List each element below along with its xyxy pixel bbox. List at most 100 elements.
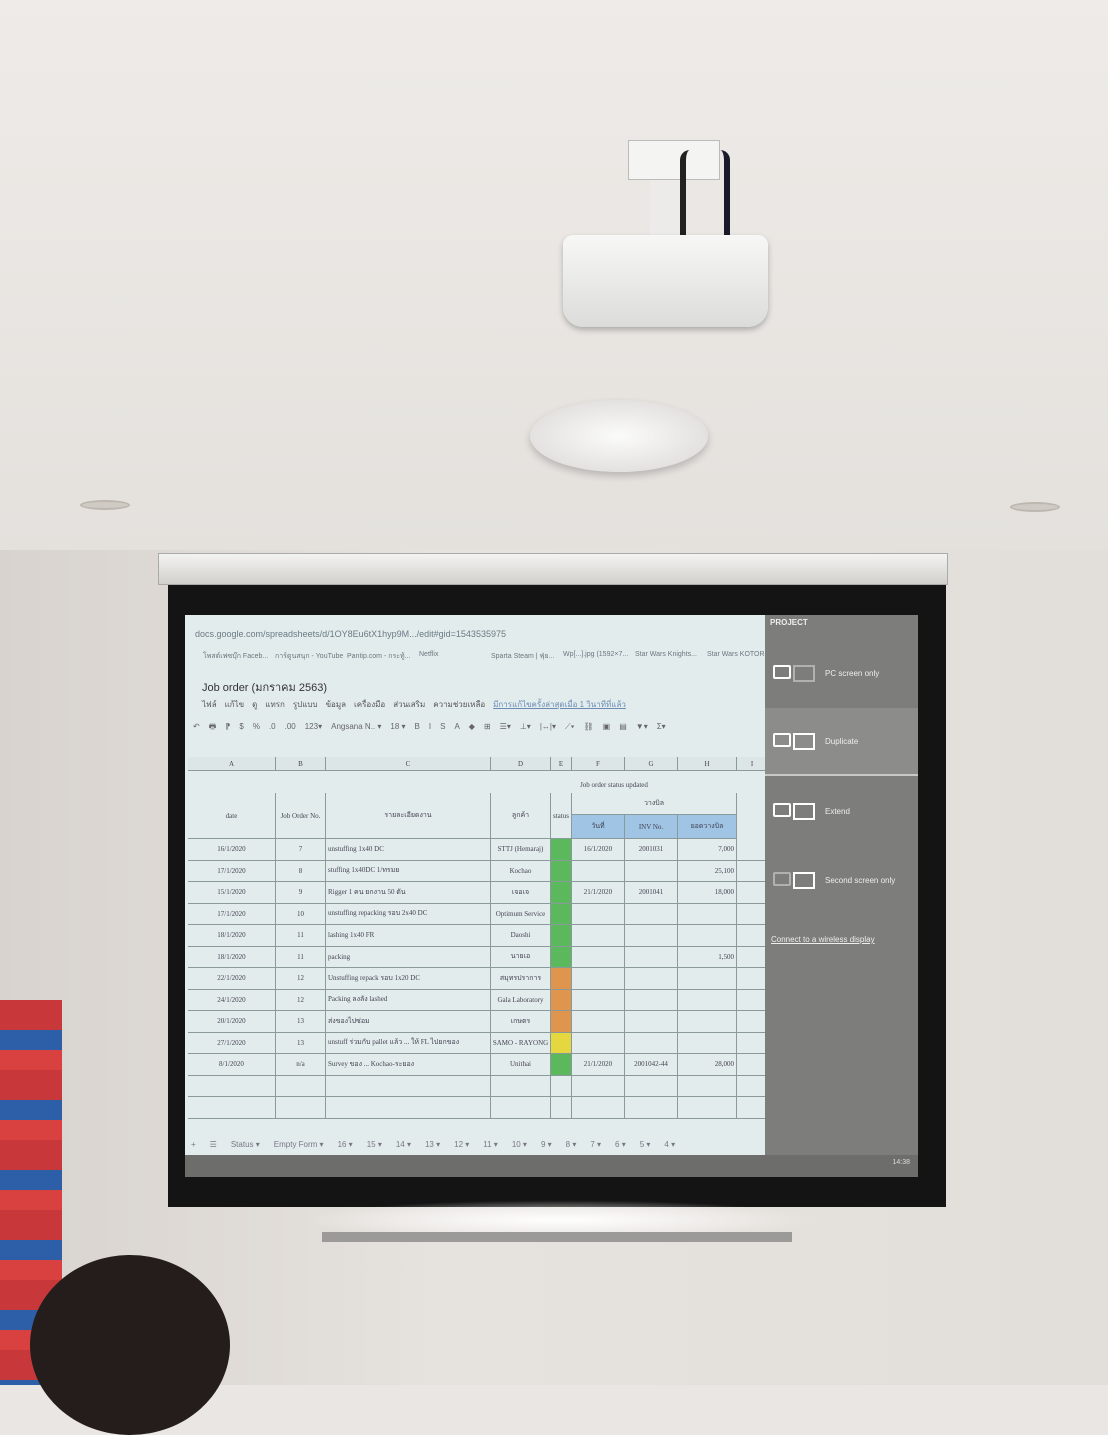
cell-inv[interactable]: 2001042-44	[625, 1054, 678, 1076]
toolbar-button[interactable]: ▼▾	[635, 722, 648, 731]
cell-date[interactable]: 17/1/2020	[188, 903, 276, 925]
toolbar-button[interactable]: ⁋	[225, 722, 231, 731]
cell-customer[interactable]: Daoshi	[491, 925, 551, 947]
toolbar-button[interactable]: ↶	[193, 722, 200, 731]
cell-desc[interactable]: ส่งของไปซ่อม	[326, 1011, 491, 1033]
cell-customer[interactable]: STTJ (Hemaraj)	[491, 839, 551, 861]
cell-bill_date[interactable]	[572, 925, 625, 947]
sheet-tab[interactable]: 14 ▾	[395, 1140, 411, 1149]
toolbar-button[interactable]: Σ▾	[656, 722, 666, 731]
status-cell[interactable]	[551, 989, 572, 1011]
cell-empty[interactable]	[737, 1075, 768, 1097]
sheet-tab[interactable]: 12 ▾	[454, 1140, 470, 1149]
cell-empty[interactable]	[737, 1032, 768, 1054]
status-cell[interactable]	[551, 925, 572, 947]
cell-empty[interactable]	[737, 839, 768, 861]
cell-empty[interactable]	[737, 903, 768, 925]
menu-item[interactable]: ไฟล์	[202, 700, 217, 709]
cell-empty[interactable]	[572, 1075, 625, 1097]
toolbar-button[interactable]: ⊥▾	[519, 722, 531, 731]
cell-amount[interactable]	[678, 925, 737, 947]
document-title[interactable]: Job order (มกราคม 2563)	[202, 682, 327, 694]
cell-date[interactable]: 18/1/2020	[188, 925, 276, 947]
cell-bill_date[interactable]: 21/1/2020	[572, 882, 625, 904]
cell-empty[interactable]	[625, 1097, 678, 1119]
cell-bill_date[interactable]	[572, 903, 625, 925]
cell-inv[interactable]	[625, 925, 678, 947]
status-cell[interactable]	[551, 860, 572, 882]
sheet-tab[interactable]: 8 ▾	[565, 1140, 577, 1149]
bookmark[interactable]: Netflix	[419, 651, 439, 658]
sheet-tab[interactable]: 15 ▾	[366, 1140, 382, 1149]
bookmark[interactable]: Pantip.com - กระทู้...	[347, 653, 411, 660]
cell-empty[interactable]	[491, 1075, 551, 1097]
cell-job[interactable]: 9	[276, 882, 326, 904]
cell-job[interactable]: 8	[276, 860, 326, 882]
cell-empty[interactable]	[551, 1097, 572, 1119]
cell-customer[interactable]: Kochao	[491, 860, 551, 882]
cell-amount[interactable]	[678, 1011, 737, 1033]
toolbar-button[interactable]: 🖶	[208, 722, 217, 731]
sheet-tab[interactable]: 13 ▾	[424, 1140, 441, 1149]
cell-desc[interactable]: Unstuffing repack รอบ 1x20 DC	[326, 968, 491, 990]
status-cell[interactable]	[551, 1032, 572, 1054]
menu-item[interactable]: รูปแบบ	[292, 700, 318, 709]
sheet-tab[interactable]: Status ▾	[230, 1140, 260, 1149]
cell-desc[interactable]: Survey ของ ... Kochao-ระยอง	[326, 1054, 491, 1076]
cell-date[interactable]: 8/1/2020	[188, 1054, 276, 1076]
cell-empty[interactable]	[326, 1075, 491, 1097]
column-letter[interactable]: E	[551, 757, 572, 771]
toolbar-button[interactable]: ▣	[602, 722, 611, 731]
project-option[interactable]: Duplicate	[765, 708, 918, 776]
menu-item[interactable]: ข้อมูล	[325, 700, 347, 709]
sheet-tab[interactable]: 7 ▾	[590, 1140, 602, 1149]
cell-amount[interactable]	[678, 1032, 737, 1054]
cell-inv[interactable]	[625, 860, 678, 882]
column-letter[interactable]: C	[326, 757, 491, 771]
toolbar-button[interactable]: $	[239, 722, 244, 731]
sheet-tab[interactable]: +	[191, 1140, 196, 1149]
column-letter[interactable]: I	[737, 757, 768, 771]
sheet-tab[interactable]: Empty Form ▾	[273, 1140, 324, 1149]
menu-item[interactable]: แก้ไข	[224, 700, 245, 709]
cell-amount[interactable]: 18,000	[678, 882, 737, 904]
cell-desc[interactable]: stuffing 1x40DC 1/ทรมย	[326, 860, 491, 882]
cell-job[interactable]: 11	[276, 946, 326, 968]
cell-desc[interactable]: packing	[326, 946, 491, 968]
toolbar-button[interactable]: ⟋▾	[564, 722, 575, 731]
cell-desc[interactable]: unstuff ร่วมกับ pallet แล้ว ... ให้ FL ไ…	[326, 1032, 491, 1054]
sheet-tab[interactable]: ☰	[209, 1140, 217, 1149]
cell-customer[interactable]: สมุทรปราการ	[491, 968, 551, 990]
cell-date[interactable]: 18/1/2020	[188, 946, 276, 968]
cell-inv[interactable]	[625, 968, 678, 990]
cell-inv[interactable]	[625, 1011, 678, 1033]
bookmark[interactable]: การ์ตูนสนุก - YouTube	[275, 653, 344, 660]
cell-bill_date[interactable]	[572, 968, 625, 990]
menu-item[interactable]: ความช่วยเหลือ	[433, 700, 486, 709]
toolbar-button[interactable]: ☰▾	[499, 722, 511, 731]
toolbar-button[interactable]: A	[454, 722, 460, 731]
cell-desc[interactable]: unstuffing 1x40 DC	[326, 839, 491, 861]
cell-empty[interactable]	[737, 882, 768, 904]
cell-empty[interactable]	[276, 1075, 326, 1097]
cell-desc[interactable]: unstuffing repacking รอบ 2x40 DC	[326, 903, 491, 925]
bookmark[interactable]: Star Wars KOTOR	[707, 651, 765, 658]
column-letter[interactable]: D	[491, 757, 551, 771]
cell-job[interactable]: n/a	[276, 1054, 326, 1076]
cell-empty[interactable]	[188, 1075, 276, 1097]
project-option[interactable]: PC screen only	[765, 639, 918, 707]
cell-bill_date[interactable]: 21/1/2020	[572, 1054, 625, 1076]
toolbar-button[interactable]: ⛓	[583, 722, 594, 731]
bookmark[interactable]: Star Wars Knights...	[635, 651, 697, 658]
cell-empty[interactable]	[625, 1075, 678, 1097]
cell-job[interactable]: 12	[276, 989, 326, 1011]
cell-inv[interactable]: 2001041	[625, 882, 678, 904]
cell-empty[interactable]	[737, 925, 768, 947]
cell-empty[interactable]	[188, 1097, 276, 1119]
toolbar-button[interactable]: B	[414, 722, 420, 731]
cell-amount[interactable]	[678, 903, 737, 925]
sheet-tab[interactable]: 4 ▾	[664, 1140, 676, 1149]
toolbar-button[interactable]: 123▾	[304, 722, 323, 731]
cell-bill_date[interactable]	[572, 1011, 625, 1033]
sheet-tab[interactable]: 5 ▾	[639, 1140, 651, 1149]
